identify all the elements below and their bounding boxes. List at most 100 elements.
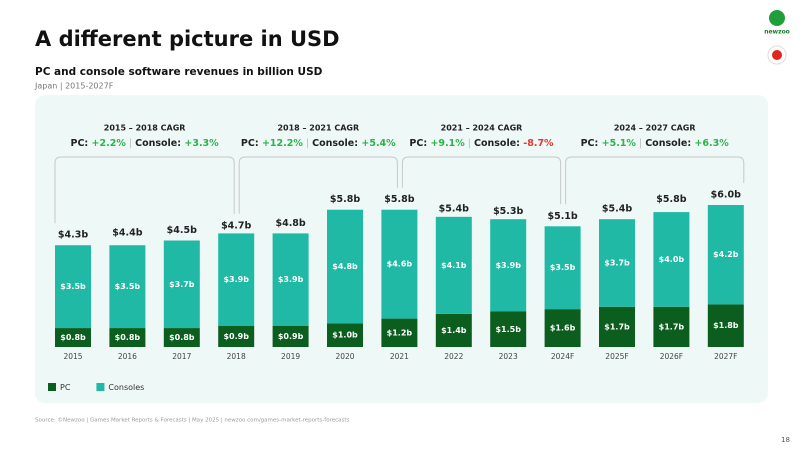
x-tick-label: 2021 <box>390 352 409 361</box>
bar-segment <box>707 205 744 305</box>
cagr-console-label: Console: <box>135 138 181 149</box>
cagr-values: PC: +9.1% | Console: -8.7% <box>409 138 554 149</box>
segment-label: $3.9b <box>278 275 304 284</box>
meta: Japan | 2015-2027F <box>34 82 114 91</box>
bar-segment <box>653 212 690 307</box>
legend-swatch <box>96 383 105 391</box>
total-label: $4.3b <box>58 230 88 241</box>
segment-label: $3.5b <box>115 282 141 291</box>
bar-segment <box>327 323 363 347</box>
cagr-pc-label: PC: <box>241 138 259 149</box>
total-label: $5.4b <box>439 204 469 215</box>
x-tick-label: 2023 <box>499 352 518 361</box>
cagr-bracket <box>54 156 235 224</box>
total-label: $4.5b <box>167 225 197 236</box>
logo-icon <box>769 10 785 26</box>
cagr-separator: | <box>126 138 135 149</box>
segment-label: $4.6b <box>387 260 413 269</box>
segment-label: $1.5b <box>495 325 521 334</box>
cagr-values: PC: +2.2% | Console: +3.3% <box>71 138 220 149</box>
total-label: $5.8b <box>656 194 686 205</box>
source: Source: ©Newzoo | Games Market Reports &… <box>35 417 350 424</box>
segment-label: $4.1b <box>441 261 467 270</box>
bar-segment <box>490 219 527 312</box>
cagr-bracket <box>401 156 562 205</box>
cagr-pc-value: +5.1% <box>602 138 637 149</box>
bar-segment <box>218 233 255 326</box>
total-label: $5.8b <box>384 194 414 205</box>
bar-segment <box>653 306 690 347</box>
segment-label: $0.9b <box>223 332 249 341</box>
cagr-bracket <box>238 156 398 214</box>
cagr-values: PC: +12.2% | Console: +5.4% <box>241 138 396 149</box>
cagr-pc-label: PC: <box>581 138 599 149</box>
cagr-title: 2015 – 2018 CAGR <box>104 124 186 133</box>
cagr-separator: | <box>636 138 645 149</box>
cagr-console-label: Console: <box>474 138 520 149</box>
bar-segment <box>163 328 200 347</box>
cagr-separator: | <box>303 138 312 149</box>
bar-segment <box>490 311 527 347</box>
x-tick-label: 2025F <box>605 352 628 361</box>
segment-label: $1.4b <box>441 326 467 335</box>
bar-segment <box>109 328 146 347</box>
legend-swatch <box>48 383 56 391</box>
segment-label: $0.8b <box>169 333 195 342</box>
flag-dot <box>772 50 782 60</box>
x-tick-label: 2022 <box>444 352 463 361</box>
segment-label: $3.9b <box>223 275 249 284</box>
cagr-title: 2021 – 2024 CAGR <box>441 124 523 133</box>
bar-segment <box>218 325 255 347</box>
x-tick-label: 2027F <box>714 352 737 361</box>
segment-label: $4.0b <box>659 255 685 264</box>
bar-segment <box>327 209 363 324</box>
bar-segment <box>381 209 418 319</box>
cagr-values: PC: +5.1% | Console: +6.3% <box>581 138 730 149</box>
bar-segment <box>55 328 91 347</box>
bar-segment <box>272 233 309 326</box>
bar-segment <box>544 309 581 347</box>
page-number: 18 <box>781 436 790 444</box>
x-tick-label: 2024F <box>551 352 574 361</box>
x-tick-label: 2016 <box>118 352 137 361</box>
x-tick-label: 2020 <box>335 352 354 361</box>
segment-label: $4.2b <box>713 250 739 259</box>
logo: newzoo <box>764 10 790 36</box>
cagr-title: 2024 – 2027 CAGR <box>614 124 696 133</box>
bar-segment <box>272 325 309 347</box>
segment-label: $4.8b <box>332 262 358 271</box>
x-tick-label: 2019 <box>281 352 300 361</box>
bar-segment <box>435 216 472 314</box>
cagr-pc-value: +2.2% <box>92 138 127 149</box>
total-label: $5.8b <box>330 194 360 205</box>
segment-label: $3.5b <box>550 263 576 272</box>
x-tick-label: 2015 <box>63 352 82 361</box>
segment-label: $3.7b <box>169 280 195 289</box>
bar-segment <box>707 304 744 347</box>
cagr-pc-value: +12.2% <box>262 138 303 149</box>
segment-label: $0.8b <box>115 333 141 342</box>
x-tick-label: 2017 <box>172 352 191 361</box>
total-label: $4.8b <box>275 218 305 229</box>
segment-label: $0.8b <box>60 333 86 342</box>
segment-label: $1.7b <box>604 322 630 331</box>
segment-label: $1.0b <box>332 331 358 340</box>
cagr-console-label: Console: <box>312 138 358 149</box>
bar-segment <box>55 245 91 329</box>
legend-label: Consoles <box>108 383 144 392</box>
total-label: $5.4b <box>602 204 632 215</box>
bar-segment <box>599 306 635 347</box>
segment-label: $1.8b <box>713 321 739 330</box>
x-tick-label: 2018 <box>227 352 246 361</box>
cagr-pc-label: PC: <box>71 138 89 149</box>
title: A different picture in USD <box>35 27 340 51</box>
bar-segment <box>109 245 146 329</box>
total-label: $6.0b <box>711 190 741 201</box>
cagr-pc-value: +9.1% <box>430 138 465 149</box>
segment-label: $1.6b <box>550 324 576 333</box>
cagr-console-value: +5.4% <box>361 138 396 149</box>
cagr-console-value: -8.7% <box>523 138 554 149</box>
total-label: $4.7b <box>221 220 251 231</box>
bar-segment <box>163 240 200 329</box>
segment-label: $3.7b <box>604 258 630 267</box>
